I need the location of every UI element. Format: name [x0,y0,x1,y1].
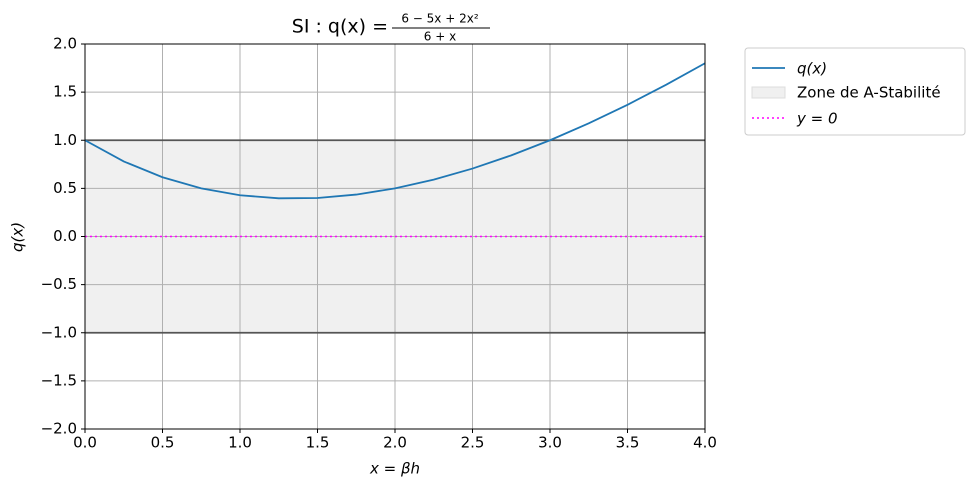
chart-title: SI : q(x) = [292,16,388,38]
y-axis-label: q(x) [9,222,27,252]
y-tick-label: −2.0 [41,420,77,438]
y-tick-label: 1.0 [53,131,77,149]
legend-box [744,47,966,136]
y-tick-label: 2.0 [53,35,77,53]
x-tick-label: 1.0 [228,434,252,452]
legend-patch [751,86,786,99]
title-denominator: 6 + x [424,30,456,44]
x-tick-label: 0.0 [73,434,97,452]
data-line [84,62,706,200]
legend-label: q(x) [797,60,827,78]
y-tick-label: −1.0 [41,323,77,341]
x-tick-label: 3.5 [616,434,640,452]
x-axis-label: x = βh [369,460,420,478]
y-tick-label: 0.5 [53,179,77,197]
x-tick-label: 4.0 [693,434,717,452]
y-tick-label: −0.5 [41,275,77,293]
x-tick-label: 1.5 [306,434,330,452]
y-tick-label: 0.0 [53,227,77,245]
legend-label: Zone de A-Stabilité [797,84,941,102]
x-tick-label: 3.0 [538,434,562,452]
title-numerator: 6 − 5x + 2x² [401,12,478,26]
x-tick-label: 2.0 [383,434,407,452]
x-tick-label: 0.5 [151,434,175,452]
y-tick-label: 1.5 [53,83,77,101]
y-tick-label: −1.5 [41,371,77,389]
legend-label: y = 0 [796,110,838,128]
x-tick-label: 2.5 [461,434,485,452]
